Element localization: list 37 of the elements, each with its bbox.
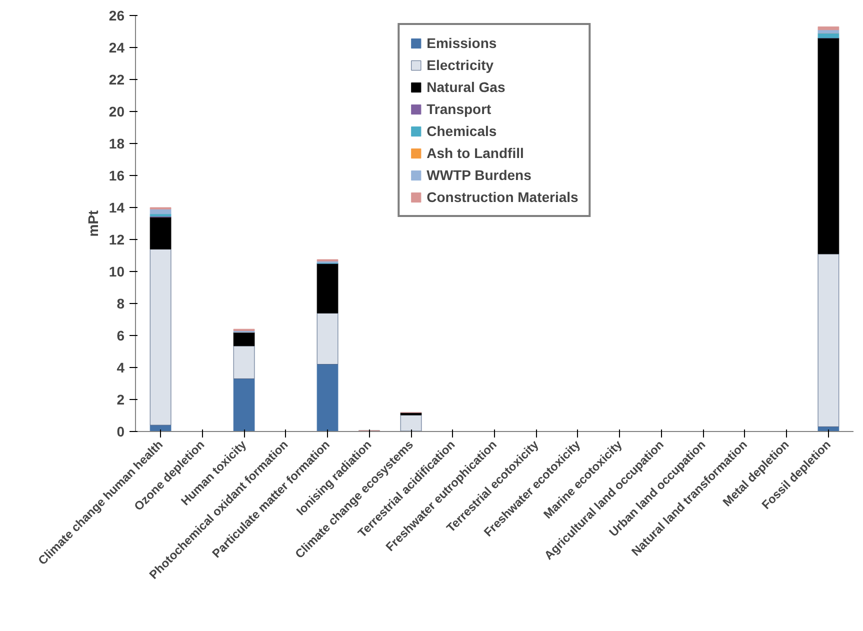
legend-label: Chemicals bbox=[426, 123, 497, 139]
bar bbox=[818, 254, 840, 427]
legend-label: Construction Materials bbox=[426, 189, 578, 205]
y-axis-title: mPt bbox=[84, 210, 101, 237]
bar bbox=[818, 26, 840, 30]
y-tick-label: 20 bbox=[108, 104, 125, 120]
bar bbox=[818, 32, 840, 38]
bar bbox=[150, 216, 172, 250]
legend-label: Emissions bbox=[426, 35, 497, 51]
bar bbox=[233, 346, 255, 379]
y-tick-label: 10 bbox=[108, 264, 125, 280]
legend-label: Natural Gas bbox=[426, 79, 506, 95]
y-tick-label: 22 bbox=[108, 72, 125, 88]
y-tick-label: 2 bbox=[116, 392, 125, 408]
bar bbox=[818, 30, 840, 34]
y-tick-label: 8 bbox=[116, 296, 125, 312]
bar bbox=[150, 248, 172, 426]
y-tick-label: 26 bbox=[108, 8, 125, 24]
bar bbox=[233, 332, 255, 346]
legend-label: Electricity bbox=[426, 57, 494, 73]
bar bbox=[400, 414, 422, 432]
y-tick-label: 6 bbox=[116, 328, 125, 344]
legend-label: Transport bbox=[426, 101, 492, 117]
bar bbox=[316, 364, 338, 432]
legend-label: WWTP Burdens bbox=[426, 167, 532, 183]
bar bbox=[316, 263, 338, 314]
legend-label: Ash to Landfill bbox=[426, 145, 524, 161]
y-tick-label: 0 bbox=[116, 424, 125, 440]
bar bbox=[818, 38, 840, 254]
y-tick-label: 4 bbox=[116, 360, 125, 376]
bar bbox=[233, 378, 255, 432]
y-tick-label: 14 bbox=[108, 200, 125, 216]
y-tick-label: 12 bbox=[108, 232, 125, 248]
bar bbox=[316, 312, 338, 365]
y-tick-label: 16 bbox=[108, 168, 125, 184]
y-tick-label: 18 bbox=[108, 136, 125, 152]
y-tick-label: 24 bbox=[108, 40, 125, 56]
